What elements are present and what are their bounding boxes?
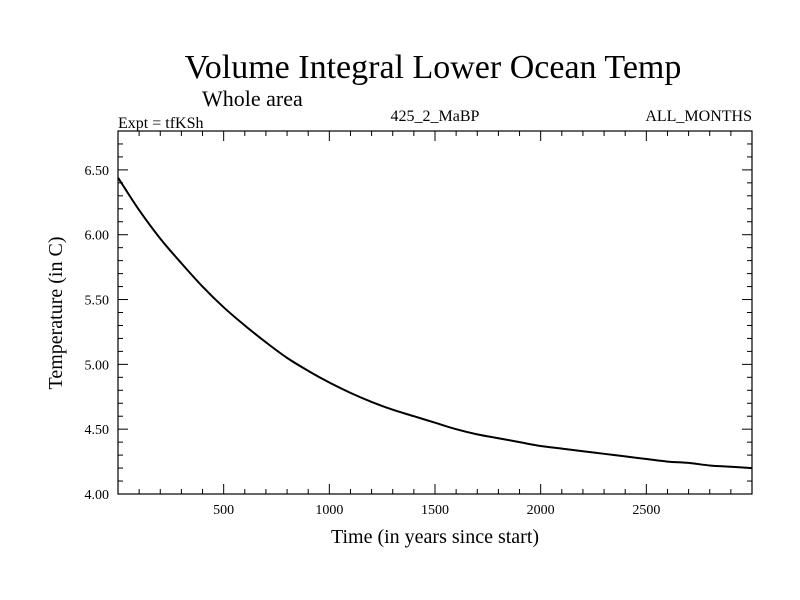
x-tick-label: 1500 <box>421 503 449 518</box>
y-tick-label: 5.00 <box>85 358 110 373</box>
chart-subtitle: Whole area <box>202 86 303 111</box>
y-tick-label: 4.00 <box>85 488 110 503</box>
x-tick-label: 2500 <box>632 503 660 518</box>
y-tick-label: 4.50 <box>85 423 110 438</box>
plot-area: 500 1000 1500 2000 2500 4.00 4.50 5.00 5.50 6.00 6… <box>85 130 753 518</box>
chart-title: Volume Integral Lower Ocean Temp <box>185 49 682 86</box>
series-line <box>117 177 753 470</box>
y-tick-label: 6.50 <box>85 164 110 179</box>
months-label: ALL_MONTHS <box>645 108 752 125</box>
period-label: 425_2_MaBP <box>391 108 480 125</box>
plot-frame <box>117 130 753 495</box>
ticks-layer: 500 1000 1500 2000 2500 4.00 4.50 5.00 5.50 6.00 6… <box>85 131 752 518</box>
y-tick-label: 5.50 <box>85 294 110 309</box>
x-tick-label: 500 <box>213 503 234 518</box>
x-axis-label: Time (in years since start) <box>331 526 539 548</box>
y-tick-label: 6.00 <box>85 229 110 244</box>
x-tick-label: 2000 <box>527 503 555 518</box>
x-tick-label: 1000 <box>315 503 343 518</box>
experiment-label: Expt = tfKSh <box>118 115 203 132</box>
y-axis-label: Temperature (in C) <box>45 237 67 390</box>
